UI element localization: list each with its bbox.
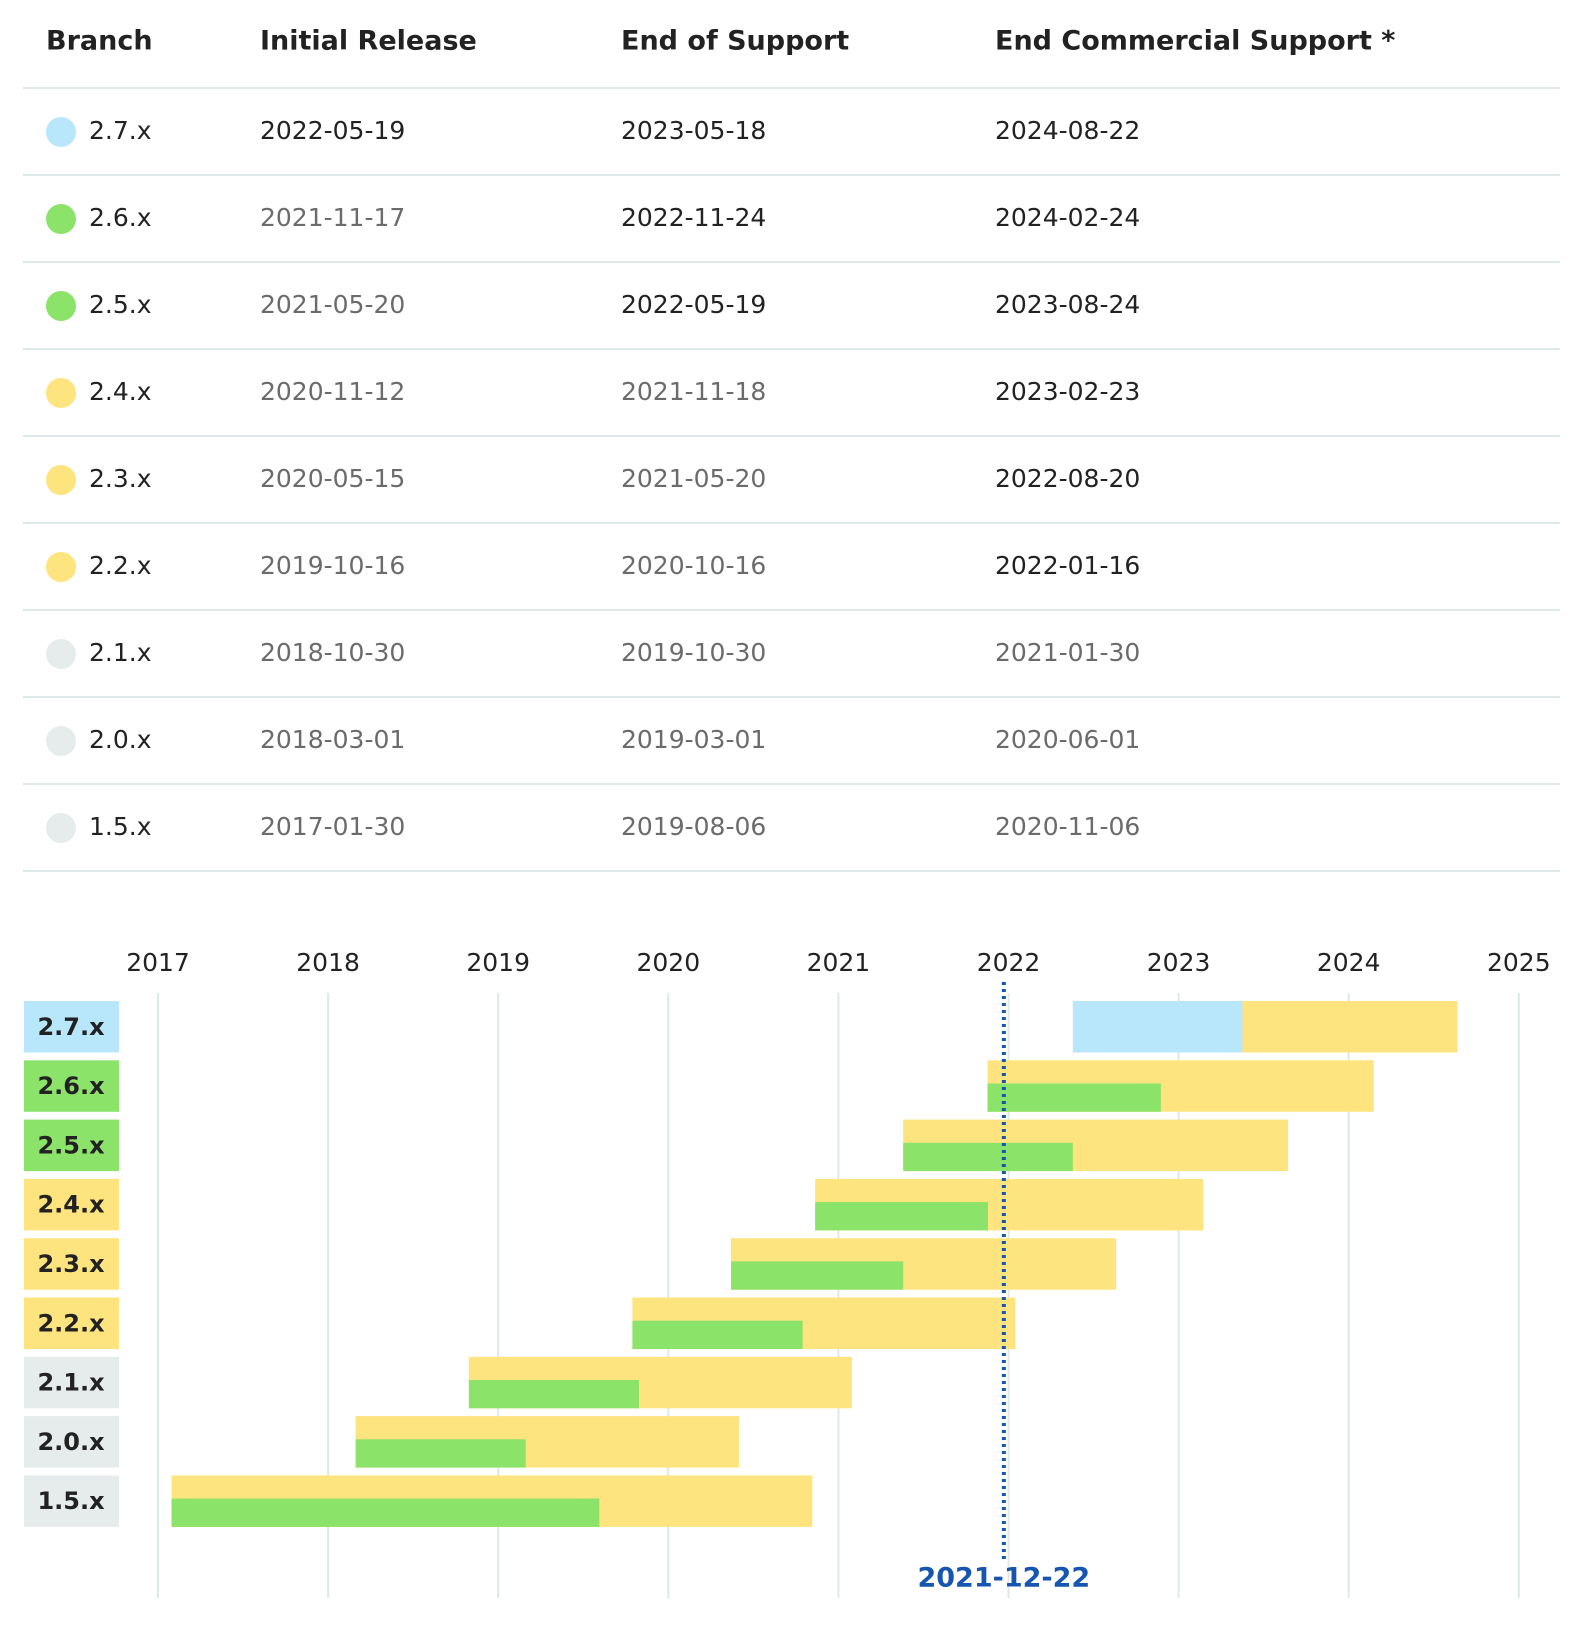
year-label: 2018 xyxy=(296,948,360,977)
column-header: Initial Release xyxy=(260,26,477,57)
date-cell: 2024-08-22 xyxy=(995,116,1140,145)
branch: 2.0.x xyxy=(89,725,152,754)
status-dot xyxy=(46,639,76,669)
support-bar xyxy=(987,1083,1161,1112)
date-cell: 2023-05-18 xyxy=(621,116,766,145)
status-dot xyxy=(46,552,76,582)
date-cell: 2017-01-30 xyxy=(260,812,405,841)
branch-label-bg xyxy=(24,1178,119,1231)
branch-label: 1.5.x xyxy=(37,1487,105,1515)
branch-label: 2.1.x xyxy=(37,1369,105,1397)
date-cell: 2022-05-19 xyxy=(621,290,766,319)
support-bar xyxy=(815,1202,988,1231)
branch: 2.3.x xyxy=(89,464,152,493)
support-bar xyxy=(731,1261,904,1290)
status-dot xyxy=(46,813,76,843)
date-cell: 2024-02-24 xyxy=(995,203,1140,232)
year-label: 2023 xyxy=(1147,948,1211,977)
branch-label: 2.2.x xyxy=(37,1309,105,1337)
support-bar xyxy=(171,1498,600,1527)
branch: 1.5.x xyxy=(89,812,152,841)
date-cell: 2020-11-06 xyxy=(995,812,1140,841)
branch: 2.5.x xyxy=(89,290,152,319)
branch-label: 2.3.x xyxy=(37,1250,105,1278)
branch-label-bg xyxy=(24,1001,119,1053)
date-cell: 2021-11-17 xyxy=(260,203,405,232)
branch-label: 2.0.x xyxy=(37,1428,105,1456)
date-cell: 2023-08-24 xyxy=(995,290,1140,319)
branch-label-bg xyxy=(24,1297,119,1349)
branch-label-bg xyxy=(24,1119,119,1172)
support-bar xyxy=(468,1379,639,1409)
support-bar xyxy=(903,1142,1073,1172)
branch: 2.6.x xyxy=(89,203,152,232)
year-label: 2019 xyxy=(466,948,530,977)
date-cell: 2022-01-16 xyxy=(995,551,1140,580)
date-cell: 2021-05-20 xyxy=(260,290,405,319)
date-cell: 2018-10-30 xyxy=(260,638,405,667)
column-header: Branch xyxy=(46,26,153,57)
branch-label-bg xyxy=(24,1060,119,1112)
status-dot xyxy=(46,204,76,234)
year-label: 2022 xyxy=(977,948,1041,977)
date-cell: 2018-03-01 xyxy=(260,725,405,754)
branch: 2.7.x xyxy=(89,116,152,145)
date-cell: 2019-10-16 xyxy=(260,551,405,580)
branch-label-bg xyxy=(24,1238,119,1290)
commercial-bar xyxy=(1242,1001,1458,1053)
branch: 2.1.x xyxy=(89,638,152,667)
date-cell: 2020-10-16 xyxy=(621,551,766,580)
today-label: 2021-12-22 xyxy=(917,1563,1090,1594)
branch-label-bg xyxy=(24,1416,119,1468)
date-cell: 2021-01-30 xyxy=(995,638,1140,667)
support-bar xyxy=(632,1320,803,1349)
date-cell: 2023-02-23 xyxy=(995,377,1140,406)
branch: 2.4.x xyxy=(89,377,152,406)
column-header: End Commercial Support * xyxy=(995,26,1395,57)
year-label: 2020 xyxy=(636,948,700,977)
date-cell: 2022-08-20 xyxy=(995,464,1140,493)
status-dot xyxy=(46,378,76,408)
branch-label: 2.4.x xyxy=(37,1191,105,1219)
year-label: 2025 xyxy=(1487,948,1551,977)
date-cell: 2019-10-30 xyxy=(621,638,766,667)
year-label: 2017 xyxy=(126,948,190,977)
year-label: 2021 xyxy=(807,948,871,977)
branch-label: 2.6.x xyxy=(37,1072,105,1100)
date-cell: 2022-05-19 xyxy=(260,116,405,145)
date-cell: 2020-05-15 xyxy=(260,464,405,493)
branch: 2.2.x xyxy=(89,551,152,580)
branch-label-bg xyxy=(24,1475,119,1527)
date-cell: 2021-05-20 xyxy=(621,464,766,493)
date-cell: 2019-08-06 xyxy=(621,812,766,841)
date-cell: 2021-11-18 xyxy=(621,377,766,406)
status-dot xyxy=(46,291,76,321)
column-header: End of Support xyxy=(621,26,849,57)
branch-label: 2.7.x xyxy=(37,1013,105,1041)
branch-label-bg xyxy=(24,1356,119,1409)
date-cell: 2019-03-01 xyxy=(621,725,766,754)
status-dot xyxy=(46,465,76,495)
date-cell: 2020-06-01 xyxy=(995,725,1140,754)
date-cell: 2020-11-12 xyxy=(260,377,405,406)
support-bar xyxy=(355,1439,526,1468)
status-dot xyxy=(46,726,76,756)
support-bar xyxy=(1072,1001,1243,1053)
year-label: 2024 xyxy=(1317,948,1381,977)
branch-label: 2.5.x xyxy=(37,1131,105,1159)
status-dot xyxy=(46,117,76,147)
date-cell: 2022-11-24 xyxy=(621,203,766,232)
